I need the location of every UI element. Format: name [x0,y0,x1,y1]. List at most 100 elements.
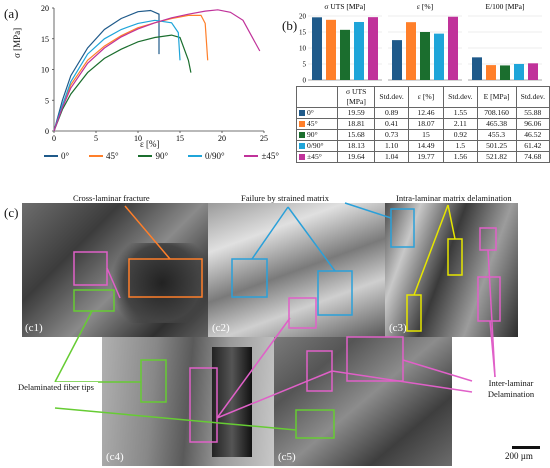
bar [406,22,416,80]
cross-laminar-pointer [124,205,171,260]
inter-laminar-box-7 [346,336,404,382]
series-line [53,19,181,132]
sublabel-c4: (c4) [106,451,124,463]
bar [326,19,336,81]
chart-a-ytick-label: 15 [41,35,49,44]
delam-fiber-pointer-1 [54,310,93,383]
bar-chart-ytick-label: 20 [299,13,307,21]
legend-item: 0/90° [187,151,225,161]
series-swatch [299,132,305,139]
legend-label: 45° [105,151,119,161]
bar [448,16,458,80]
strained-matrix-pointer-1 [251,206,289,260]
inter-laminar-box-5 [189,367,218,443]
series-swatch [299,121,305,128]
legend-label: 90° [155,151,169,161]
micrograph-c4: (c4) [102,337,274,466]
table-cell: 1.56 [443,151,478,163]
sublabel-c1: (c1) [25,322,43,334]
properties-table-container: σ UTS [MPa] Std.dev. ε [%] Std.dev. E [M… [296,86,550,163]
panel-label-b: (b) [282,18,298,33]
inter-laminar-box-2 [288,297,317,329]
delam-fiber-box-2 [140,359,167,403]
table-row: 0° 19.59 0.89 12.46 1.55 708.160 55.88 [296,107,550,119]
inter-laminar-pointer-4 [402,359,473,382]
series-line [53,9,160,132]
chart-a-xtick-label: 25 [260,134,268,143]
series-line [53,14,209,132]
properties-table: σ UTS [MPa] Std.dev. ε [%] Std.dev. E [M… [296,86,550,163]
bar [500,65,510,80]
bar-chart-ytick-label: 5 [303,61,307,69]
bar-chart-title: ε [%] [417,2,433,11]
inter-laminar-box-6 [306,350,333,392]
legend-item: ±45° [244,151,279,161]
series-line [53,9,261,132]
bar [340,29,350,81]
scale-bar-label: 200 µm [505,451,533,461]
delam-fiber-box-3 [295,409,335,439]
chart-a-xtick-label: 20 [218,134,226,143]
legend-swatch [187,155,202,157]
legend-label: 0° [61,151,70,161]
inter-laminar-pointer-3 [216,370,333,419]
bar [434,33,444,80]
strained-matrix-box-3 [390,208,415,248]
series-label: 0° [307,108,314,117]
chart-a-xtick-label: 15 [176,134,184,143]
series-label: 0/90° [307,141,324,150]
chart-a-ytick-label: 5 [45,96,49,105]
legend-swatch [44,155,58,157]
annot-failure-matrix: Failure by strained matrix [240,193,331,203]
bar [472,57,482,80]
annot-inter-laminar: Inter-laminar Delamination [474,378,548,400]
intra-laminar-pointer-1 [447,204,456,240]
series-label: ±45° [307,152,322,161]
bar [514,63,524,80]
series-swatch [299,110,305,117]
sublabel-c3: (c3) [389,322,407,334]
series-label: 90° [307,130,318,139]
scale-bar-line [512,446,540,449]
bar [368,17,378,80]
table-cell: 1.04 [374,151,409,163]
table-cell: 74.68 [515,151,550,163]
bar [486,65,496,80]
legend-label: 0/90° [204,151,225,161]
chart-a-xlabel: ε [%] [140,139,160,149]
table-row: 45° 18.81 0.41 18.07 2.11 465.38 96.06 [296,118,550,130]
chart-a-xtick-label: 10 [134,134,142,143]
sublabel-c2: (c2) [212,322,230,334]
legend-swatch [88,155,103,157]
legend-swatch [244,155,259,157]
inter-laminar-pointer-7 [331,370,473,393]
chart-a-ytick-label: 10 [41,66,49,75]
bar [354,21,364,80]
panel-label-a: (a) [4,6,19,21]
delam-fiber-box-1 [73,289,115,312]
legend-label: ±45° [261,151,279,161]
cross-laminar-box [128,258,203,298]
bar [312,17,322,80]
bar-chart-ytick-label: 10 [299,45,307,53]
inter-laminar-pointer-2 [216,317,291,419]
chart-a-legend: 0° 45° 90° 0/90° ±45° [44,151,279,161]
inter-laminar-pointer-6 [489,320,496,378]
legend-item: 90° [138,151,168,161]
sublabel-c5: (c5) [278,451,296,463]
chart-a-ytick-label: 20 [41,4,49,13]
strained-matrix-box-2 [317,270,353,316]
chart-a-ytick-label: 0 [45,127,49,136]
strained-matrix-box-1 [231,258,268,298]
stress-strain-chart: 0 5 10 15 20 0 5 10 15 20 25 [41,4,268,143]
annot-cross-laminar: Cross-laminar fracture [72,193,151,203]
bar [392,40,402,80]
series-swatch [299,143,305,150]
inter-laminar-box-3 [479,227,497,251]
legend-swatch [138,155,153,157]
bar [420,32,430,80]
table-cell-series: ±45° [296,151,338,163]
legend-item: 0° [44,151,69,161]
bar-chart-ytick-label: 15 [299,29,307,37]
